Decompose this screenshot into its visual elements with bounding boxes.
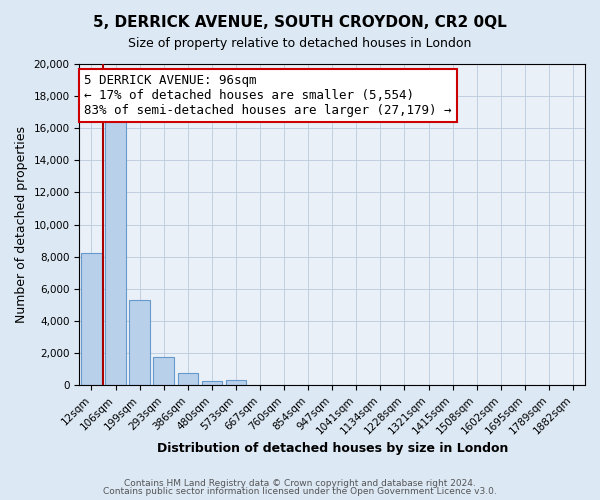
Text: Contains public sector information licensed under the Open Government Licence v3: Contains public sector information licen…	[103, 487, 497, 496]
X-axis label: Distribution of detached houses by size in London: Distribution of detached houses by size …	[157, 442, 508, 455]
Text: 5 DERRICK AVENUE: 96sqm
← 17% of detached houses are smaller (5,554)
83% of semi: 5 DERRICK AVENUE: 96sqm ← 17% of detache…	[85, 74, 452, 116]
Bar	[81, 254, 101, 385]
Text: Contains HM Land Registry data © Crown copyright and database right 2024.: Contains HM Land Registry data © Crown c…	[124, 478, 476, 488]
Text: Size of property relative to detached houses in London: Size of property relative to detached ho…	[128, 38, 472, 51]
Bar	[178, 372, 198, 385]
Text: 5, DERRICK AVENUE, SOUTH CROYDON, CR2 0QL: 5, DERRICK AVENUE, SOUTH CROYDON, CR2 0Q…	[93, 15, 507, 30]
Bar	[130, 300, 150, 385]
Y-axis label: Number of detached properties: Number of detached properties	[15, 126, 28, 323]
Bar	[154, 357, 174, 385]
Bar	[226, 380, 246, 385]
Bar	[105, 118, 126, 385]
Bar	[202, 380, 222, 385]
